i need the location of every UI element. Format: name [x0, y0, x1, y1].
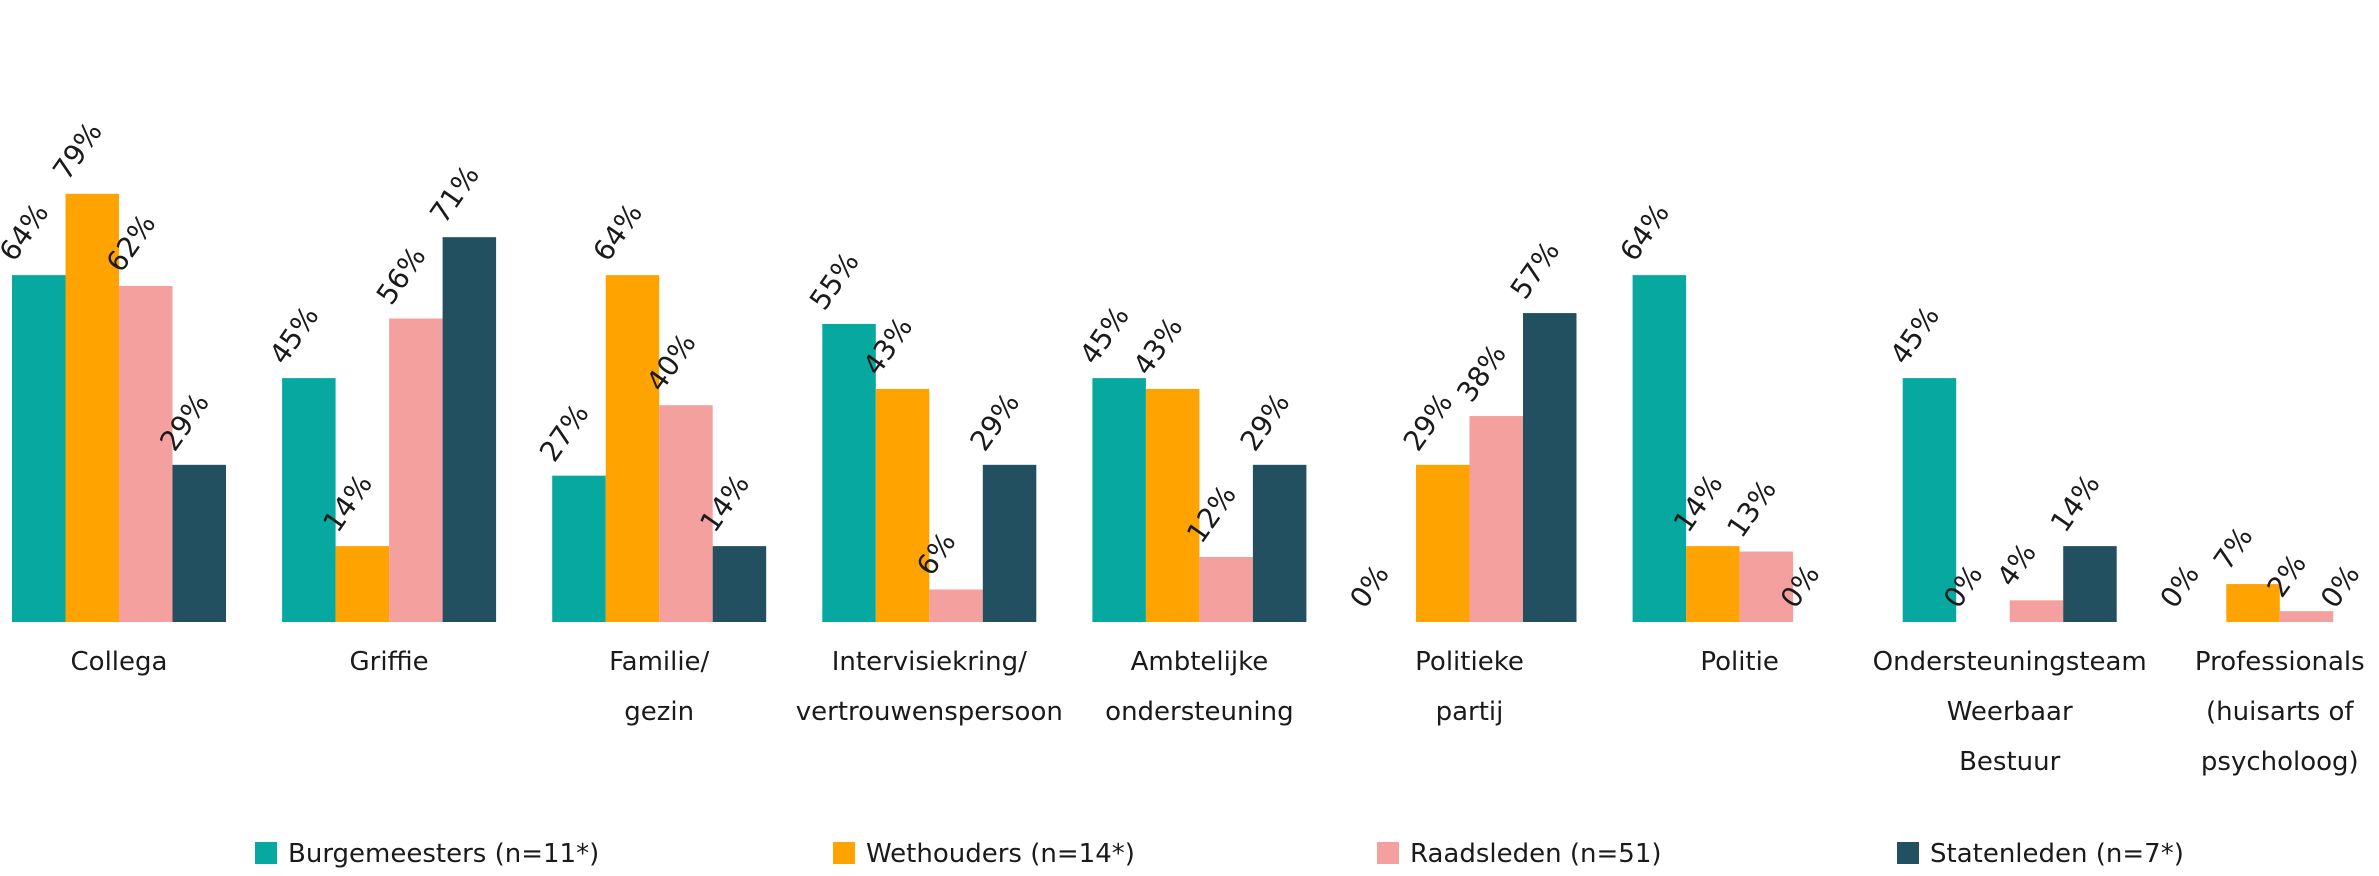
category-label: Ambtelijke ondersteuning: [1105, 647, 1293, 727]
legend-swatch: [1377, 842, 1399, 864]
bar: [1416, 464, 1470, 622]
data-label: 43%: [1127, 311, 1190, 381]
bar: [712, 546, 767, 622]
category-label: Politie: [1700, 647, 1779, 677]
bar: [389, 318, 443, 622]
legend-swatch: [255, 842, 277, 864]
bar: [1686, 546, 1740, 622]
data-label: 13%: [1720, 474, 1783, 544]
category-label: Familie/gezin: [609, 647, 709, 727]
data-label: 29%: [1234, 387, 1297, 457]
bar: [552, 475, 606, 622]
legend-label: Statenleden (n=7*): [1930, 839, 2184, 869]
bar: [119, 285, 173, 622]
category-label: Professionals (huisarts of psycholoog): [2195, 647, 2365, 777]
bar: [65, 193, 119, 622]
data-label: 79%: [46, 116, 109, 186]
bar: [335, 546, 390, 622]
data-label: 38%: [1450, 338, 1513, 408]
bar: [1902, 378, 1957, 622]
data-label: 0%: [2314, 559, 2367, 614]
bar: [875, 388, 930, 622]
data-label: 56%: [370, 241, 433, 311]
bar: [2279, 611, 2334, 622]
data-label: 55%: [803, 246, 866, 316]
bar: [172, 464, 226, 622]
data-label: 45%: [1073, 300, 1136, 370]
data-label: 7%: [2207, 521, 2260, 576]
bar: [442, 237, 497, 622]
data-label: 45%: [263, 300, 326, 370]
category-label: Intervisiekring/vertrouwenspersoon: [796, 647, 1063, 727]
bar: [12, 275, 66, 622]
legend-label: Wethouders (n=14*): [866, 839, 1135, 869]
bar: [1523, 313, 1577, 622]
bar: [1252, 464, 1307, 622]
legend: Burgemeesters (n=11*) Wethouders (n=14*) R…: [255, 839, 2184, 869]
legend-swatch: [833, 842, 855, 864]
bar: [1632, 275, 1687, 622]
bars-layer: [12, 193, 2334, 622]
bar: [1739, 551, 1794, 622]
bar: [929, 589, 983, 622]
data-label: 64%: [1613, 197, 1676, 267]
data-label: 0%: [2154, 559, 2207, 614]
category-labels-layer: Collega Griffie Familie/gezin Intervisiekri…: [71, 647, 2365, 777]
bar: [605, 275, 660, 622]
bar: [2009, 600, 2064, 622]
data-label: 29%: [1397, 387, 1460, 457]
bar: [822, 323, 876, 622]
category-label: Politieke partij: [1415, 647, 1524, 727]
bar: [1092, 378, 1146, 622]
data-label: 64%: [0, 197, 55, 267]
data-label: 45%: [1883, 300, 1946, 370]
data-label: 71%: [423, 159, 486, 229]
bar: [1469, 416, 1523, 622]
data-label: 14%: [2044, 468, 2107, 538]
data-label: 27%: [533, 398, 596, 468]
bar: [1145, 388, 1200, 622]
bar: [1199, 556, 1253, 622]
legend-label: Raadsleden (n=51): [1410, 839, 1662, 869]
legend-swatch: [1897, 842, 1919, 864]
bar: [982, 464, 1037, 622]
category-label: Ondersteuningsteam Weerbaar Bestuur: [1873, 647, 2147, 777]
data-label: 57%: [1504, 235, 1567, 305]
data-label: 29%: [964, 387, 1027, 457]
bar: [659, 405, 713, 622]
data-label: 0%: [1343, 559, 1396, 614]
data-label: 4%: [1990, 537, 2043, 592]
bar: [282, 378, 336, 622]
data-label: 64%: [586, 197, 649, 267]
bar: [2063, 546, 2117, 622]
legend-label: Burgemeesters (n=11*): [288, 839, 599, 869]
category-label: Collega: [71, 647, 168, 677]
category-label: Griffie: [349, 647, 428, 677]
bar: [2226, 584, 2280, 622]
